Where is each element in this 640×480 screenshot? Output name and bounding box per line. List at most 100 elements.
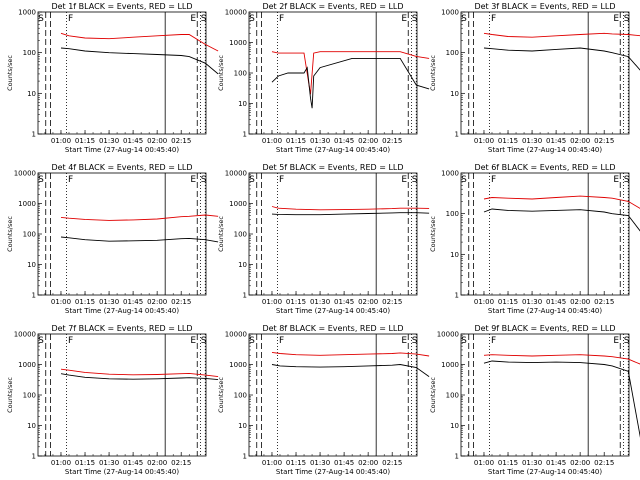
y-tick-label: 10: [27, 90, 36, 98]
y-axis-label: Counts/sec: [429, 216, 437, 252]
y-tick-label: 1000: [229, 361, 247, 369]
y-axis-label: Counts/sec: [429, 377, 437, 413]
x-tick-label: 01:15: [75, 459, 95, 467]
x-tick-label: 01:00: [262, 298, 282, 306]
x-tick-label: 02:15: [171, 137, 191, 145]
y-tick-label: 10000: [14, 331, 36, 339]
x-tick-label: 02:00: [147, 137, 167, 145]
y-tick-label: 1: [455, 131, 459, 139]
lld-series-line: [271, 351, 430, 357]
x-tick-label: 01:15: [286, 298, 306, 306]
marker-letter: S: [201, 175, 207, 185]
y-tick-label: 100: [446, 210, 459, 218]
y-tick-label: 10: [27, 261, 36, 269]
panel-title: Det 4f BLACK = Events, RED = LLD: [51, 163, 192, 172]
x-tick-label: 01:00: [51, 137, 71, 145]
y-axis-label: Counts/sec: [6, 377, 14, 413]
y-tick-label: 1000: [441, 170, 459, 178]
y-axis-label: Counts/sec: [429, 55, 437, 91]
marker-letter: F: [279, 175, 284, 185]
x-axis-label: Start Time (27-Aug-14 00:45:40): [488, 146, 602, 154]
lld-series-line: [271, 206, 430, 211]
x-tick-label: 02:00: [358, 298, 378, 306]
panel-title: Det 1f BLACK = Events, RED = LLD: [51, 2, 192, 11]
y-tick-label: 1: [455, 292, 459, 300]
y-axis-label: Counts/sec: [217, 216, 225, 252]
x-tick-label: 01:45: [123, 459, 143, 467]
x-tick-label: 02:15: [171, 459, 191, 467]
x-tick-label: 01:30: [522, 459, 542, 467]
panel-title: Det 2f BLACK = Events, RED = LLD: [262, 2, 403, 11]
marker-letter: S: [38, 14, 44, 24]
y-tick-label: 1: [32, 292, 36, 300]
x-tick-label: 02:00: [358, 459, 378, 467]
marker-letter: E: [401, 336, 407, 346]
marker-letter: F: [491, 336, 496, 346]
y-tick-label: 10: [238, 100, 247, 108]
plot-frame: [460, 172, 630, 296]
marker-letter: F: [279, 336, 284, 346]
y-tick-label: 100: [234, 231, 247, 239]
plot-frame: [37, 333, 207, 457]
marker-letter: S: [249, 336, 255, 346]
y-tick-label: 100: [23, 392, 36, 400]
panel-title: Det 5f BLACK = Events, RED = LLD: [262, 163, 403, 172]
x-tick-label: 01:30: [310, 137, 330, 145]
y-tick-label: 1: [455, 453, 459, 461]
x-axis-label: Start Time (27-Aug-14 00:45:40): [488, 468, 602, 476]
y-tick-label: 1000: [229, 200, 247, 208]
detector-panel: Det 9f BLACK = Events, RED = LLD 1 10 100 10…: [429, 324, 640, 476]
panel-title: Det 7f BLACK = Events, RED = LLD: [51, 324, 192, 333]
events-series-line: [60, 47, 219, 75]
marker-letter: S: [461, 336, 467, 346]
marker-letter: E: [190, 336, 196, 346]
x-axis-label: Start Time (27-Aug-14 00:45:40): [276, 307, 390, 315]
y-tick-label: 1000: [441, 361, 459, 369]
x-tick-label: 01:45: [334, 459, 354, 467]
marker-letter: E: [190, 175, 196, 185]
marker-letter: S: [624, 336, 630, 346]
x-tick-label: 02:15: [594, 459, 614, 467]
lld-series-line: [60, 214, 219, 221]
x-tick-label: 01:00: [474, 137, 494, 145]
lld-series-line: [60, 32, 219, 52]
y-tick-label: 10000: [225, 170, 247, 178]
x-tick-label: 02:00: [358, 137, 378, 145]
x-tick-label: 01:00: [51, 459, 71, 467]
marker-letter: S: [461, 14, 467, 24]
events-series-line: [60, 236, 219, 243]
y-tick-label: 100: [23, 231, 36, 239]
y-tick-label: 10: [238, 261, 247, 269]
detector-panel: Det 3f BLACK = Events, RED = LLD 1 10 100 10…: [429, 2, 640, 154]
marker-letter: F: [491, 175, 496, 185]
detector-panel: Det 6f BLACK = Events, RED = LLD 1 10 100 10…: [429, 163, 640, 315]
events-series-line: [271, 57, 430, 109]
y-tick-label: 10000: [437, 331, 459, 339]
events-series-line: [483, 360, 640, 438]
x-tick-label: 02:15: [171, 298, 191, 306]
panel-title: Det 6f BLACK = Events, RED = LLD: [474, 163, 615, 172]
y-tick-label: 10: [27, 422, 36, 430]
x-tick-label: 02:00: [147, 298, 167, 306]
lld-series-line: [483, 354, 640, 365]
y-tick-label: 1000: [18, 361, 36, 369]
x-tick-label: 01:00: [262, 137, 282, 145]
marker-letter: S: [249, 14, 255, 24]
y-tick-label: 10000: [225, 331, 247, 339]
detector-panel: Det 7f BLACK = Events, RED = LLD 1 10 100 10…: [6, 324, 219, 476]
x-tick-label: 01:30: [310, 298, 330, 306]
y-tick-label: 1: [243, 131, 247, 139]
marker-letter: F: [68, 175, 73, 185]
x-axis-label: Start Time (27-Aug-14 00:45:40): [276, 146, 390, 154]
marker-letter: S: [461, 175, 467, 185]
detector-panel: Det 2f BLACK = Events, RED = LLD 1 10 100 10…: [217, 2, 430, 154]
x-tick-label: 01:15: [498, 137, 518, 145]
x-tick-label: 01:15: [498, 298, 518, 306]
x-tick-label: 01:45: [123, 137, 143, 145]
lld-series-line: [483, 32, 640, 38]
marker-letter: E: [401, 175, 407, 185]
y-tick-label: 1000: [229, 39, 247, 47]
x-tick-label: 01:00: [262, 459, 282, 467]
x-tick-label: 01:30: [99, 137, 119, 145]
